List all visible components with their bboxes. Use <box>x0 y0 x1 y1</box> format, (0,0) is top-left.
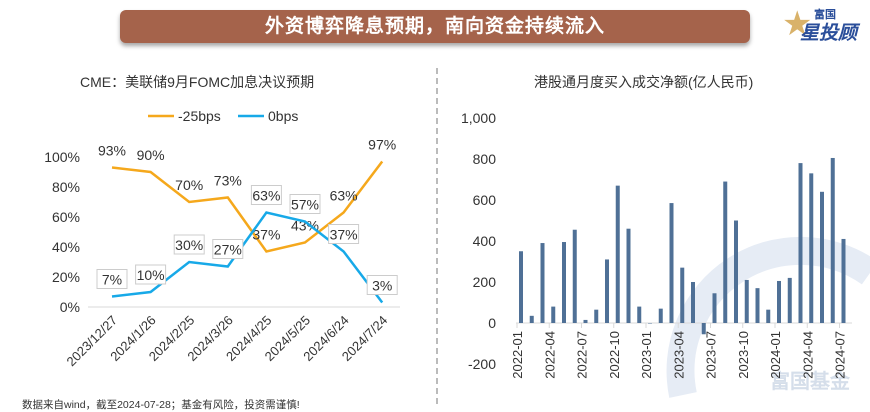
series-line--25bps <box>111 160 384 253</box>
x-tick-label: 2023-01 <box>639 331 654 379</box>
bar <box>648 323 652 324</box>
bar <box>519 251 523 323</box>
y-tick-label: 400 <box>473 233 497 249</box>
title-banner: 外资博弈降息预期，南向资金持续流入 <box>120 10 750 43</box>
data-label: 10% <box>137 267 165 283</box>
data-label: 57% <box>291 197 319 213</box>
bar <box>626 228 631 323</box>
bar <box>755 288 760 323</box>
y-tick-label: 1,000 <box>461 110 496 126</box>
x-tick-label: 2023-04 <box>671 331 686 379</box>
data-label: 43% <box>291 218 319 234</box>
y-tick-label: 40% <box>52 239 80 255</box>
bar <box>605 259 609 323</box>
data-label-box <box>366 275 398 295</box>
footer-note: 数据来自wind，截至2024-07-28；基金有风险，投资需谨慎! <box>22 399 300 411</box>
data-label: 70% <box>175 177 203 193</box>
y-tick-label: -200 <box>468 356 496 372</box>
data-label: 63% <box>330 188 358 204</box>
bar <box>658 308 663 323</box>
x-tick-label: 2023-10 <box>736 331 751 379</box>
bar <box>637 306 642 323</box>
bar <box>712 293 717 323</box>
y-tick-label: 600 <box>473 192 497 208</box>
data-label: 90% <box>137 147 165 163</box>
y-tick-label: 800 <box>473 151 497 167</box>
y-tick-label: 60% <box>52 209 80 225</box>
bar <box>820 191 824 323</box>
bar <box>594 309 599 323</box>
star-icon: ★ <box>782 5 813 43</box>
logo-text-top: 富国 <box>814 9 836 21</box>
data-label-box <box>289 194 321 214</box>
x-tick-label: 2024-04 <box>800 331 815 379</box>
bar <box>572 229 577 323</box>
x-tick-label: 2024-01 <box>768 331 783 379</box>
bar <box>766 309 771 323</box>
data-label-box <box>173 234 205 255</box>
data-label: 7% <box>102 272 122 288</box>
bar <box>669 203 674 323</box>
y-tick-label: 200 <box>473 274 497 290</box>
bar <box>734 220 738 323</box>
bar <box>529 315 534 323</box>
bar <box>680 267 685 323</box>
data-label-box <box>212 239 244 259</box>
bar <box>787 277 792 323</box>
bar <box>841 238 846 323</box>
legend-label: -25bps <box>178 108 221 124</box>
y-tick-label: 80% <box>52 179 80 195</box>
bar <box>830 157 835 323</box>
data-label: 73% <box>214 173 242 189</box>
x-tick-label: 2023-07 <box>704 331 719 379</box>
right-chart-title: 港股通月度买入成交净额(亿人民币) <box>534 74 754 90</box>
x-tick-label: 2022-04 <box>542 331 557 379</box>
logo-text-main: 星投顾 <box>800 23 858 44</box>
y-tick-label: 100% <box>44 149 80 165</box>
data-label: 27% <box>214 242 242 258</box>
data-label: 63% <box>252 188 280 204</box>
bar <box>809 173 814 323</box>
watermark-text: 富国基金 <box>770 369 851 393</box>
data-label-box <box>96 269 128 289</box>
legend-label: 0bps <box>268 108 298 124</box>
series-line-0bps <box>111 211 384 304</box>
bar <box>777 280 781 323</box>
data-label-box <box>250 185 282 205</box>
bar <box>583 319 588 323</box>
x-tick-label: 2022-07 <box>575 331 590 379</box>
bar <box>691 282 695 323</box>
brand-logo: ★ 富国 星投顾 <box>782 4 870 44</box>
y-tick-label: 20% <box>52 269 80 285</box>
x-tick-label: 2022-10 <box>607 331 622 379</box>
data-label: 30% <box>175 237 203 253</box>
x-tick-label: 2022-01 <box>510 331 525 379</box>
bar <box>798 163 803 323</box>
data-label-box <box>328 224 360 244</box>
data-label-box <box>135 264 167 285</box>
bar <box>723 181 728 323</box>
bar <box>615 185 620 323</box>
data-label: 37% <box>252 227 280 243</box>
data-label: 37% <box>330 227 358 243</box>
data-label: 97% <box>368 137 396 153</box>
divider <box>436 68 438 404</box>
bar <box>562 242 566 323</box>
x-tick-label: 2023/12/27 <box>63 313 120 370</box>
x-tick-label: 2024-07 <box>833 331 848 379</box>
bar <box>701 323 706 335</box>
y-tick-label: 0 <box>488 315 496 331</box>
left-chart-title: CME：美联储9月FOMC加息决议预期 <box>80 74 315 90</box>
data-label: 3% <box>372 278 392 294</box>
bar <box>744 279 749 323</box>
bar <box>551 306 556 323</box>
bar <box>540 243 545 323</box>
data-label: 93% <box>98 143 126 159</box>
y-tick-label: 0% <box>60 299 80 315</box>
